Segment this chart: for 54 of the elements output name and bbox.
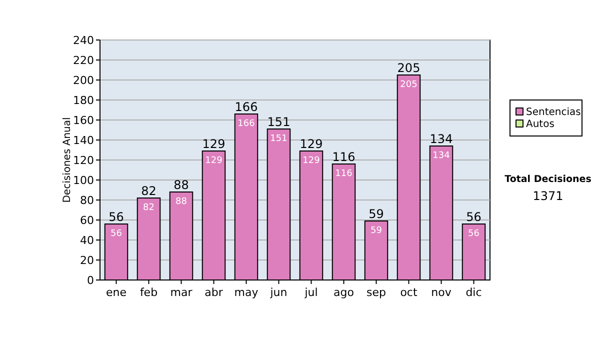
data-label: 134 xyxy=(432,151,450,161)
x-tick-label: jun xyxy=(269,286,288,299)
total-label: 116 xyxy=(332,150,356,164)
x-tick-label: oct xyxy=(400,286,418,299)
y-tick-label: 240 xyxy=(73,34,94,47)
y-tick-label: 160 xyxy=(73,114,94,127)
total-label: 82 xyxy=(141,184,156,198)
y-tick-label: 200 xyxy=(73,74,94,87)
x-tick-label: ago xyxy=(334,286,354,299)
y-tick-label: 20 xyxy=(80,254,94,267)
total-label: 88 xyxy=(174,178,189,192)
total-label: 151 xyxy=(267,115,290,129)
x-tick-label: dic xyxy=(466,286,482,299)
data-label: 129 xyxy=(205,156,223,166)
x-tick-label: abr xyxy=(204,286,224,299)
legend-label: Autos xyxy=(526,119,554,130)
data-label: 88 xyxy=(176,197,188,207)
y-tick-label: 60 xyxy=(80,214,94,227)
data-label: 116 xyxy=(335,169,353,179)
total-label: 129 xyxy=(202,137,226,151)
text: 1371 xyxy=(532,189,564,203)
x-tick-label: may xyxy=(234,286,259,299)
total-label: 56 xyxy=(466,210,482,224)
y-tick-label: 80 xyxy=(80,194,94,207)
data-label: 59 xyxy=(370,226,382,236)
data-label: 151 xyxy=(270,134,288,144)
y-tick-label: 0 xyxy=(87,274,94,287)
total-label: 129 xyxy=(300,137,323,151)
y-tick-label: 100 xyxy=(73,174,94,187)
y-tick-label: 120 xyxy=(73,154,94,167)
data-label: 205 xyxy=(400,80,418,90)
y-tick-label: 220 xyxy=(73,54,94,67)
data-label: 82 xyxy=(143,203,154,213)
data-label: 56 xyxy=(468,229,480,239)
total-label: 166 xyxy=(234,100,258,114)
y-tick-label: 40 xyxy=(80,234,94,247)
total-label: 134 xyxy=(430,132,453,146)
y-axis-title: Decisiones Anual xyxy=(62,117,73,203)
data-label: 166 xyxy=(238,119,256,129)
total-label: 205 xyxy=(397,61,420,75)
x-tick-label: sep xyxy=(366,286,386,299)
x-tick-label: ene xyxy=(106,286,127,299)
text: Total Decisiones xyxy=(504,174,592,185)
x-tick-label: jul xyxy=(304,286,318,299)
data-label: 56 xyxy=(110,229,122,239)
x-tick-label: mar xyxy=(170,286,193,299)
total-label: 56 xyxy=(108,210,124,224)
y-tick-label: 140 xyxy=(73,134,94,147)
x-tick-label: feb xyxy=(140,286,158,299)
y-tick-label: 180 xyxy=(73,94,94,107)
legend-label: Sentencias xyxy=(526,107,581,118)
x-tick-label: nov xyxy=(431,286,452,299)
total-label: 59 xyxy=(368,207,384,221)
data-label: 129 xyxy=(302,156,320,166)
